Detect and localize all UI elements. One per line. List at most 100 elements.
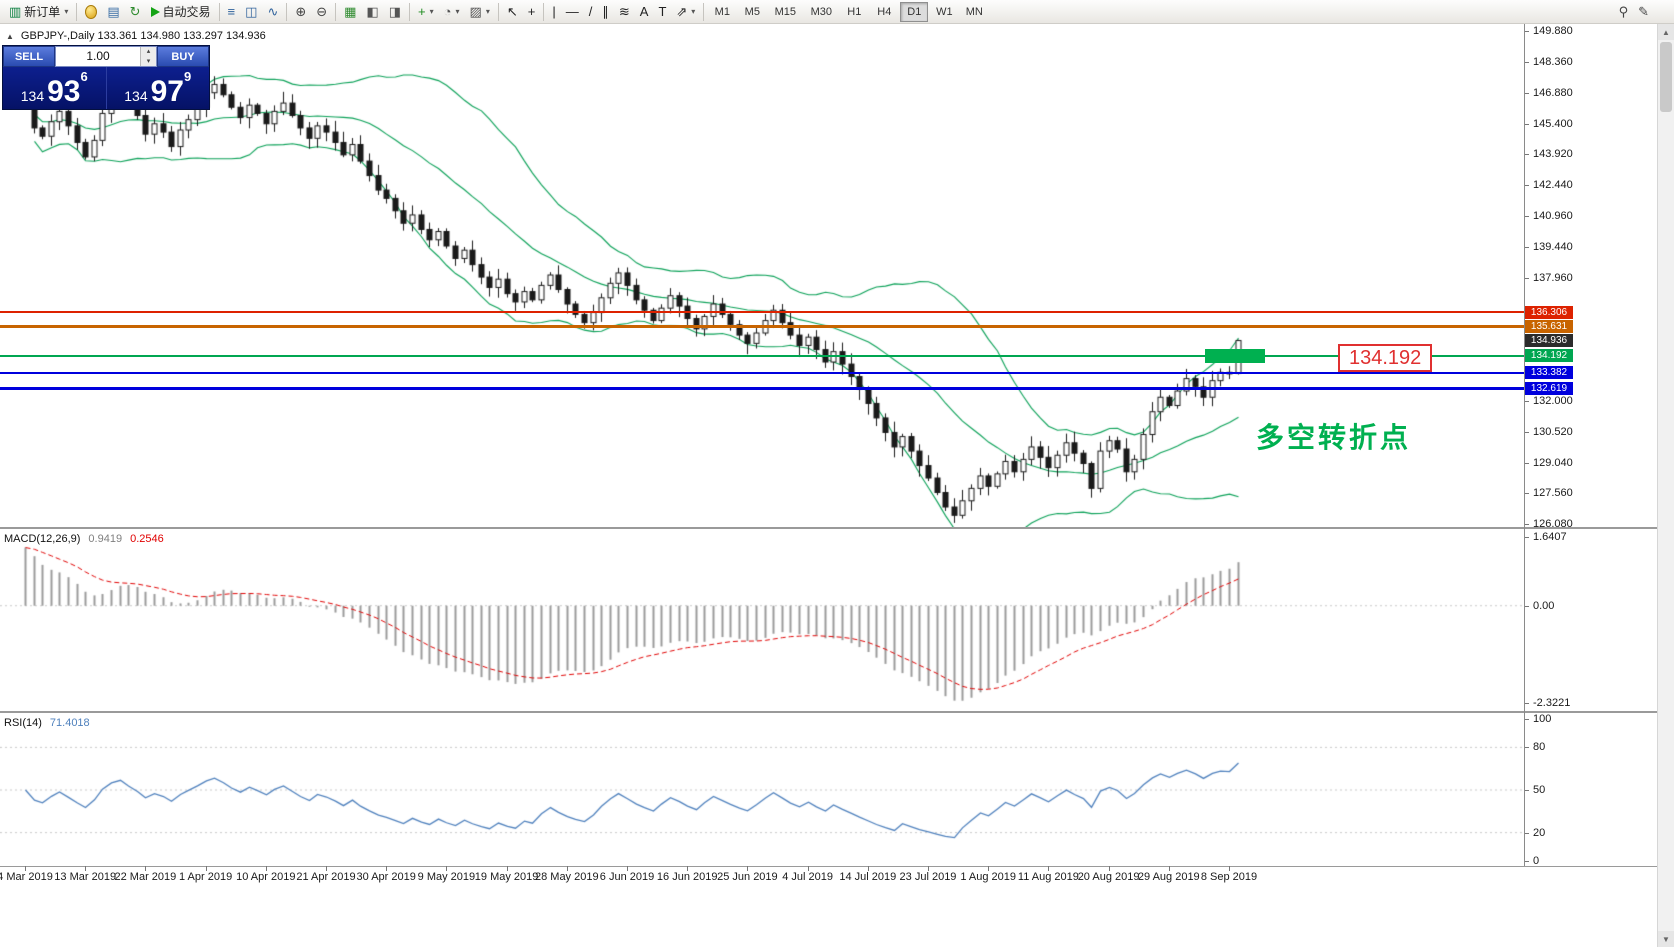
pane-separator[interactable] [0, 711, 1658, 713]
timeframe-m1-button[interactable]: M1 [714, 5, 730, 18]
crosshair-button[interactable]: + [523, 1, 541, 23]
text-button[interactable]: A [635, 1, 654, 23]
time-axis-label: 14 Jul 2019 [839, 871, 897, 883]
scrollbar-thumb[interactable] [1660, 42, 1672, 112]
sell-price-figure: 134 [20, 88, 45, 104]
horizontal-level-line[interactable] [0, 311, 1524, 313]
candlestick-chart-button[interactable]: ◫ [240, 1, 262, 23]
volume-field[interactable]: 1.00 ▴ ▾ [55, 46, 157, 67]
indicators-button[interactable]: + ▾ [413, 1, 439, 23]
trendline-button[interactable]: / [584, 1, 598, 23]
tile-windows-button[interactable]: ◧ [361, 1, 383, 23]
price-axis-tick-label: 130.520 [1533, 426, 1573, 439]
search-button[interactable]: ⚲ [1614, 1, 1634, 23]
arrow-objects-button[interactable]: ⇗ ▾ [671, 1, 700, 23]
timeframe-h1-button[interactable]: H1 [847, 5, 862, 18]
horizontal-level-line[interactable] [0, 355, 1524, 357]
equidistant-channel-button[interactable]: ∥ [597, 1, 614, 23]
time-axis-tick-mark [747, 866, 748, 871]
templates-dropdown-icon[interactable]: ▾ [485, 7, 490, 16]
horizontal-level-line[interactable] [0, 387, 1524, 390]
volume-up-icon[interactable]: ▴ [141, 47, 156, 57]
time-axis-label: 19 May 2019 [474, 871, 539, 883]
rsi-axis-tick-label: 100 [1533, 713, 1552, 725]
metaeditor-button[interactable] [80, 1, 102, 23]
new-order-button[interactable]: ▥ 新订单 ▾ [4, 1, 73, 23]
volume-value[interactable]: 1.00 [86, 49, 110, 63]
fibonacci-retracement-icon: ≋ [618, 4, 630, 19]
timeframe-d1-button[interactable]: D1 [900, 1, 929, 22]
pane-separator[interactable] [0, 527, 1658, 529]
templates-button[interactable]: ▨ ▾ [465, 1, 495, 23]
scrollbar-down-icon[interactable]: ▼ [1658, 931, 1674, 947]
price-axis-tick-mark [1524, 124, 1529, 125]
tile-windows-icon: ◧ [366, 4, 379, 19]
periods-button[interactable]: ◔ ▾ [439, 1, 465, 23]
timeframe-h4-button[interactable]: H4 [877, 5, 892, 18]
macd-axis-tick-mark [1524, 606, 1529, 607]
vertical-line-button[interactable]: | [547, 1, 560, 23]
scrollbar-up-icon[interactable]: ▲ [1658, 24, 1674, 40]
sell-button[interactable]: SELL [3, 46, 55, 67]
annotation-text[interactable]: 多空转折点 [1256, 422, 1412, 453]
vertical-line-icon: | [552, 4, 556, 19]
zoom-in-button[interactable]: ⊕ [290, 1, 311, 23]
time-axis-tick-mark [868, 866, 869, 871]
volume-down-icon[interactable]: ▾ [141, 56, 156, 66]
timeframe-m30-button[interactable]: M30 [810, 5, 833, 18]
edit-button[interactable]: ✎ [1633, 1, 1654, 23]
timeframe-m5-button[interactable]: M5 [744, 5, 760, 18]
text-label-button[interactable]: T [653, 1, 671, 23]
buy-price[interactable]: 134 97 9 [107, 67, 210, 109]
highlight-zone[interactable] [1205, 349, 1265, 363]
time-axis-label: 23 Jul 2019 [899, 871, 957, 883]
rsi-pane-canvas[interactable] [0, 713, 1524, 866]
timeframe-w1-button[interactable]: W1 [936, 5, 953, 18]
timeframe-m15-button[interactable]: M15 [774, 5, 797, 18]
autotrading-button[interactable]: 自动交易 [146, 1, 216, 23]
market-watch-icon: ▤ [107, 4, 120, 19]
bar-chart-button[interactable]: ≡ [223, 1, 241, 23]
price-axis-tick-label: 129.040 [1533, 456, 1573, 469]
macd-pane-canvas[interactable] [0, 529, 1524, 711]
periods-dropdown-icon[interactable]: ▾ [455, 7, 460, 16]
main-chart-canvas[interactable] [0, 24, 1524, 527]
price-axis-tick-mark [1524, 401, 1529, 402]
rsi-label: RSI(14) 71.4018 [4, 717, 90, 729]
vertical-scrollbar[interactable]: ▲ ▼ [1657, 24, 1674, 947]
templates-icon: ▨ [469, 4, 482, 19]
price-axis-tick-mark [1524, 62, 1529, 63]
horizontal-level-line[interactable] [0, 372, 1524, 374]
price-level-badge: 135.631 [1525, 320, 1573, 333]
arrow-objects-icon: ⇗ [676, 4, 688, 19]
timeframe-mn-button[interactable]: MN [965, 5, 983, 18]
horizontal-level-line[interactable] [0, 325, 1524, 328]
volume-stepper: ▴ ▾ [140, 47, 156, 66]
rsi-axis-tick-mark [1524, 719, 1529, 720]
horizontal-line-button[interactable]: — [561, 1, 584, 23]
time-axis-tick-mark [627, 866, 628, 871]
cursor-button[interactable]: ↖ [502, 1, 523, 23]
refresh-button[interactable]: ↻ [125, 1, 146, 23]
price-callout[interactable]: 134.192 [1338, 344, 1433, 372]
buy-price-figure: 134 [124, 88, 148, 104]
zoom-out-button[interactable]: ⊖ [311, 1, 332, 23]
cascade-windows-button[interactable]: ◨ [384, 1, 406, 23]
market-watch-button[interactable]: ▤ [102, 1, 124, 23]
line-chart-button[interactable]: ∿ [262, 1, 283, 23]
collapse-arrow-icon[interactable]: ▲ [6, 31, 14, 41]
time-axis-tick-mark [85, 866, 86, 871]
buy-button[interactable]: BUY [157, 46, 209, 67]
zoom-out-icon: ⊖ [316, 4, 328, 19]
new-order-dropdown-icon[interactable]: ▾ [64, 7, 69, 16]
grid-button[interactable]: ▦ [339, 1, 361, 23]
price-axis-tick-label: 139.440 [1533, 241, 1573, 254]
symbol-ohlc-text: GBPJPY-,Daily 133.361 134.980 133.297 13… [20, 30, 266, 42]
indicators-dropdown-icon[interactable]: ▾ [429, 7, 434, 16]
fibonacci-retracement-button[interactable]: ≋ [614, 1, 635, 23]
buy-price-point: 9 [184, 69, 192, 84]
sell-price[interactable]: 134 93 6 [3, 67, 107, 109]
time-axis-tick-mark [145, 866, 146, 871]
rsi-axis-tick-label: 80 [1533, 741, 1546, 754]
arrow-objects-dropdown-icon[interactable]: ▾ [691, 7, 696, 16]
